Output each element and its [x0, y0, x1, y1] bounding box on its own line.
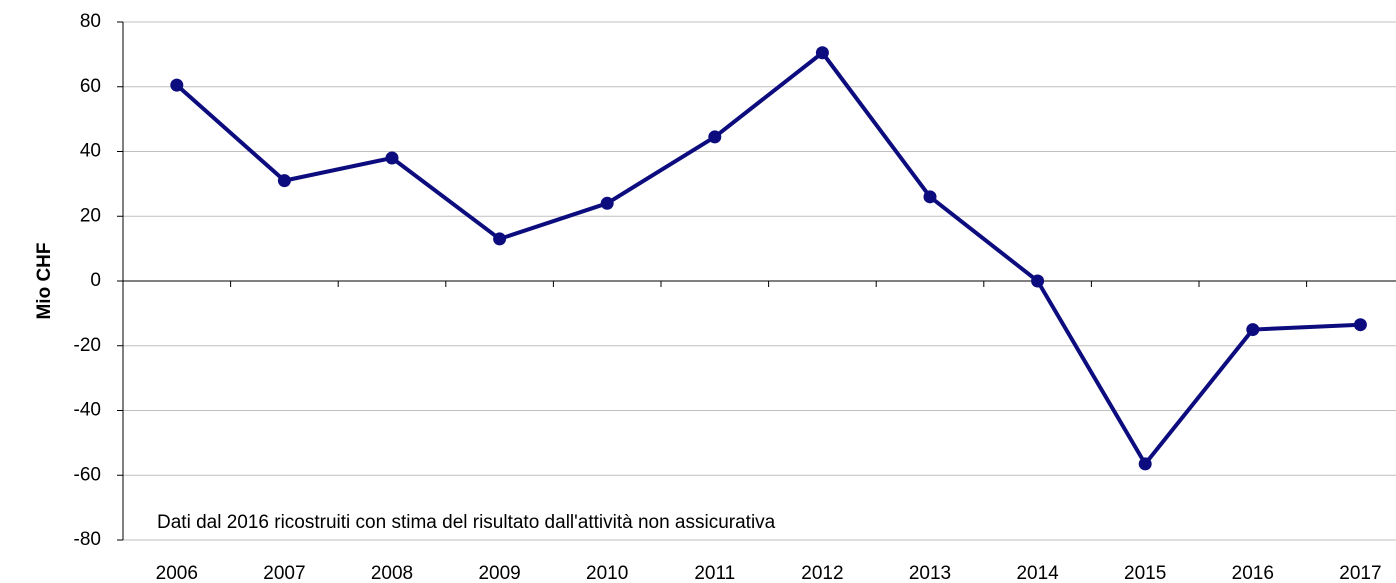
- y-tick-label: -80: [74, 529, 101, 550]
- x-tick-label: 2007: [263, 563, 305, 583]
- point: [170, 78, 184, 92]
- y-tick-label: 20: [80, 205, 101, 226]
- point: [1353, 318, 1367, 332]
- x-tick-label: 2011: [694, 563, 735, 583]
- x-tick-label: 2014: [1016, 563, 1059, 583]
- y-tick-label: 40: [80, 141, 101, 162]
- x-tick-label: 2015: [1124, 563, 1166, 583]
- point: [1138, 457, 1152, 471]
- point: [1246, 323, 1260, 337]
- x-tick-label: 2016: [1232, 563, 1274, 583]
- y-tick-label: 0: [90, 270, 101, 291]
- x-tick-label: 2017: [1339, 563, 1381, 583]
- point: [277, 174, 291, 188]
- line-series: [175, 50, 1361, 466]
- point: [1031, 274, 1045, 288]
- annotation: Dati dal 2016 ricostruiti con stima del …: [157, 512, 776, 533]
- x-tick-label: 2008: [371, 563, 413, 583]
- x-tick-label: 2012: [801, 563, 843, 583]
- y-tick-label: -60: [74, 464, 101, 485]
- point: [815, 46, 829, 60]
- y-tick-label: -40: [74, 400, 101, 421]
- x-tick-label: 2010: [586, 563, 628, 583]
- point: [708, 130, 722, 144]
- point: [493, 232, 507, 246]
- point: [385, 151, 399, 165]
- y-axis-label: Mio CHF: [34, 242, 55, 319]
- point: [923, 190, 937, 204]
- x-tick-label: 2013: [909, 563, 951, 583]
- y-tick-label: 60: [80, 76, 101, 97]
- x-tick-label: 2006: [156, 563, 198, 583]
- point: [600, 196, 614, 210]
- y-tick-label: 80: [80, 11, 101, 32]
- x-tick-label: 2009: [478, 563, 520, 583]
- y-tick-label: -20: [74, 335, 101, 356]
